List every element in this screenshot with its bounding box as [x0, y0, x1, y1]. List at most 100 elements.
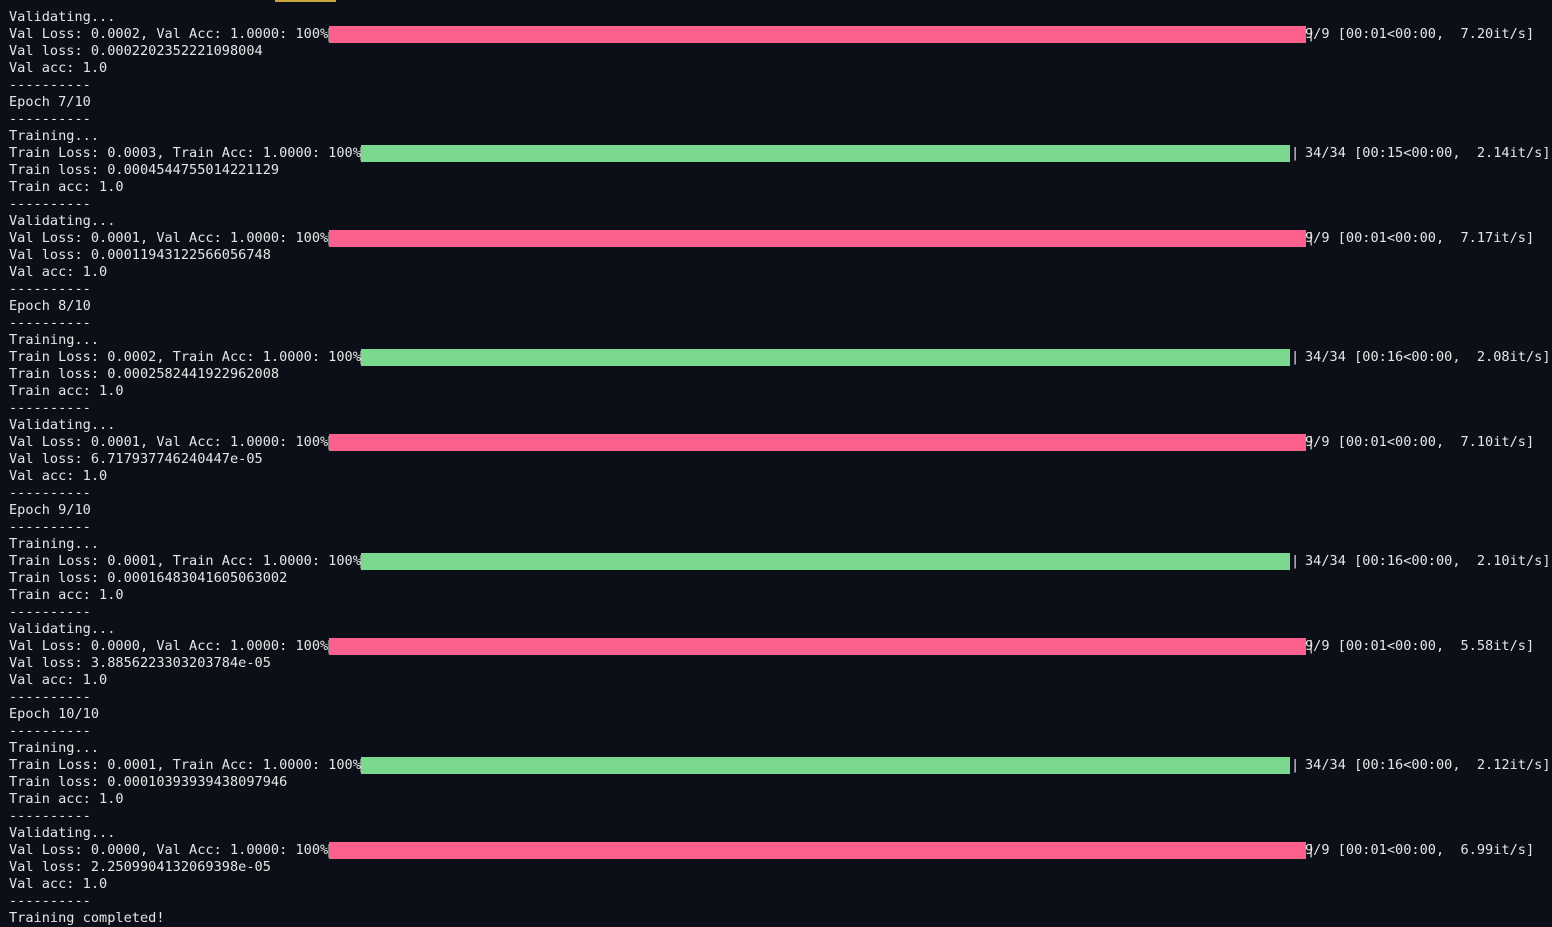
progress-bar	[329, 638, 1306, 655]
progress-bar-right-edge: |	[1291, 349, 1300, 365]
output-line: Epoch 8/10	[9, 298, 91, 314]
progress-bar	[329, 230, 1306, 247]
train-progress-line: Train Loss: 0.0002, Train Acc: 1.0000: 1…	[9, 349, 1552, 366]
output-line: ----------	[9, 893, 91, 909]
output-line: Train loss: 0.00016483041605063002	[9, 570, 288, 586]
output-line: Training...	[9, 128, 100, 144]
output-line: Epoch 10/10	[9, 706, 100, 722]
progress-bar-fill	[361, 553, 1290, 570]
val-progress-line: Val Loss: 0.0000, Val Acc: 1.0000: 100% |…	[9, 638, 1552, 655]
output-line: Validating...	[9, 213, 116, 229]
output-line: Train acc: 1.0	[9, 383, 124, 399]
output-line: ----------	[9, 77, 91, 93]
progress-prefix: Train Loss: 0.0001, Train Acc: 1.0000: 1…	[9, 757, 361, 773]
progress-bar-right-edge: |	[1291, 145, 1300, 161]
output-line: Validating...	[9, 417, 116, 433]
output-line: ----------	[9, 723, 91, 739]
progress-bar-right-edge: |	[1291, 757, 1300, 773]
progress-bar	[329, 842, 1306, 859]
progress-stats: 9/9 [00:01<00:00, 7.20it/s]	[1305, 26, 1535, 42]
progress-prefix: Val Loss: 0.0000, Val Acc: 1.0000: 100%	[9, 638, 329, 654]
train-progress-line: Train Loss: 0.0003, Train Acc: 1.0000: 1…	[9, 145, 1552, 162]
output-line: Validating...	[9, 825, 116, 841]
output-line: ----------	[9, 111, 91, 127]
progress-bar-fill	[361, 145, 1290, 162]
output-line: ----------	[9, 196, 91, 212]
progress-prefix: Train Loss: 0.0001, Train Acc: 1.0000: 1…	[9, 553, 361, 569]
output-line: Val loss: 2.2509904132069398e-05	[9, 859, 271, 875]
output-line: Val loss: 0.0002202352221098004	[9, 43, 263, 59]
output-line: Epoch 9/10	[9, 502, 91, 518]
progress-stats: 9/9 [00:01<00:00, 5.58it/s]	[1305, 638, 1535, 654]
progress-bar-fill	[361, 757, 1290, 774]
progress-prefix: Val Loss: 0.0001, Val Acc: 1.0000: 100%	[9, 230, 329, 246]
progress-stats: 34/34 [00:15<00:00, 2.14it/s]	[1305, 145, 1551, 161]
progress-stats: 9/9 [00:01<00:00, 7.10it/s]	[1305, 434, 1535, 450]
output-line: Val acc: 1.0	[9, 60, 108, 76]
output-line: Training...	[9, 536, 100, 552]
progress-bar	[329, 434, 1306, 451]
progress-bar-fill	[329, 26, 1306, 43]
progress-stats: 34/34 [00:16<00:00, 2.10it/s]	[1305, 553, 1551, 569]
val-progress-line: Val Loss: 0.0000, Val Acc: 1.0000: 100% |…	[9, 842, 1552, 859]
output-line: ----------	[9, 315, 91, 331]
output-line: ----------	[9, 485, 91, 501]
progress-bar-fill	[329, 434, 1306, 451]
progress-prefix: Val Loss: 0.0000, Val Acc: 1.0000: 100%	[9, 842, 329, 858]
progress-bar	[361, 757, 1290, 774]
progress-bar-right-edge: |	[1307, 434, 1316, 450]
output-line: Train loss: 0.0004544755014221129	[9, 162, 280, 178]
output-line: Training...	[9, 740, 100, 756]
progress-bar	[361, 145, 1290, 162]
progress-prefix: Train Loss: 0.0002, Train Acc: 1.0000: 1…	[9, 349, 361, 365]
progress-prefix: Val Loss: 0.0002, Val Acc: 1.0000: 100%	[9, 26, 329, 42]
progress-bar-right-edge: |	[1307, 638, 1316, 654]
progress-bar-right-edge: |	[1307, 842, 1316, 858]
output-line: ----------	[9, 689, 91, 705]
output-line: Epoch 7/10	[9, 94, 91, 110]
val-progress-line: Val Loss: 0.0002, Val Acc: 1.0000: 100% |…	[9, 26, 1552, 43]
output-line: Val loss: 6.717937746240447e-05	[9, 451, 263, 467]
output-line: Val loss: 0.00011943122566056748	[9, 247, 271, 263]
output-line: Validating...	[9, 9, 116, 25]
output-line: Train loss: 0.00010393939438097946	[9, 774, 288, 790]
output-line: ----------	[9, 519, 91, 535]
progress-stats: 9/9 [00:01<00:00, 6.99it/s]	[1305, 842, 1535, 858]
output-line: Val acc: 1.0	[9, 468, 108, 484]
progress-stats: 34/34 [00:16<00:00, 2.12it/s]	[1305, 757, 1551, 773]
progress-bar	[361, 349, 1290, 366]
progress-bar-right-edge: |	[1307, 26, 1316, 42]
progress-bar-right-edge: |	[1291, 553, 1300, 569]
progress-bar	[361, 553, 1290, 570]
output-line: ----------	[9, 281, 91, 297]
output-line: ----------	[9, 400, 91, 416]
val-progress-line: Val Loss: 0.0001, Val Acc: 1.0000: 100% |…	[9, 434, 1552, 451]
output-line: Train loss: 0.0002582441922962008	[9, 366, 280, 382]
output-line: Val acc: 1.0	[9, 264, 108, 280]
progress-stats: 34/34 [00:16<00:00, 2.08it/s]	[1305, 349, 1551, 365]
train-progress-line: Train Loss: 0.0001, Train Acc: 1.0000: 1…	[9, 553, 1552, 570]
output-line: Training completed!	[9, 910, 165, 926]
scroll-position-marker	[275, 0, 336, 2]
output-line: Train acc: 1.0	[9, 791, 124, 807]
output-line: Val acc: 1.0	[9, 876, 108, 892]
progress-stats: 9/9 [00:01<00:00, 7.17it/s]	[1305, 230, 1535, 246]
output-line: Training...	[9, 332, 100, 348]
progress-prefix: Train Loss: 0.0003, Train Acc: 1.0000: 1…	[9, 145, 361, 161]
progress-bar-fill	[329, 638, 1306, 655]
output-line: Validating...	[9, 621, 116, 637]
progress-bar	[329, 26, 1306, 43]
progress-bar-fill	[361, 349, 1290, 366]
output-line: Train acc: 1.0	[9, 179, 124, 195]
output-line: Val acc: 1.0	[9, 672, 108, 688]
output-line: ----------	[9, 604, 91, 620]
output-line: Val loss: 3.8856223303203784e-05	[9, 655, 271, 671]
terminal-lines: Validating... Val Loss: 0.0002, Val Acc: …	[9, 9, 1552, 927]
progress-bar-right-edge: |	[1307, 230, 1316, 246]
val-progress-line: Val Loss: 0.0001, Val Acc: 1.0000: 100% |…	[9, 230, 1552, 247]
progress-bar-fill	[329, 842, 1306, 859]
progress-prefix: Val Loss: 0.0001, Val Acc: 1.0000: 100%	[9, 434, 329, 450]
train-progress-line: Train Loss: 0.0001, Train Acc: 1.0000: 1…	[9, 757, 1552, 774]
output-line: Train acc: 1.0	[9, 587, 124, 603]
